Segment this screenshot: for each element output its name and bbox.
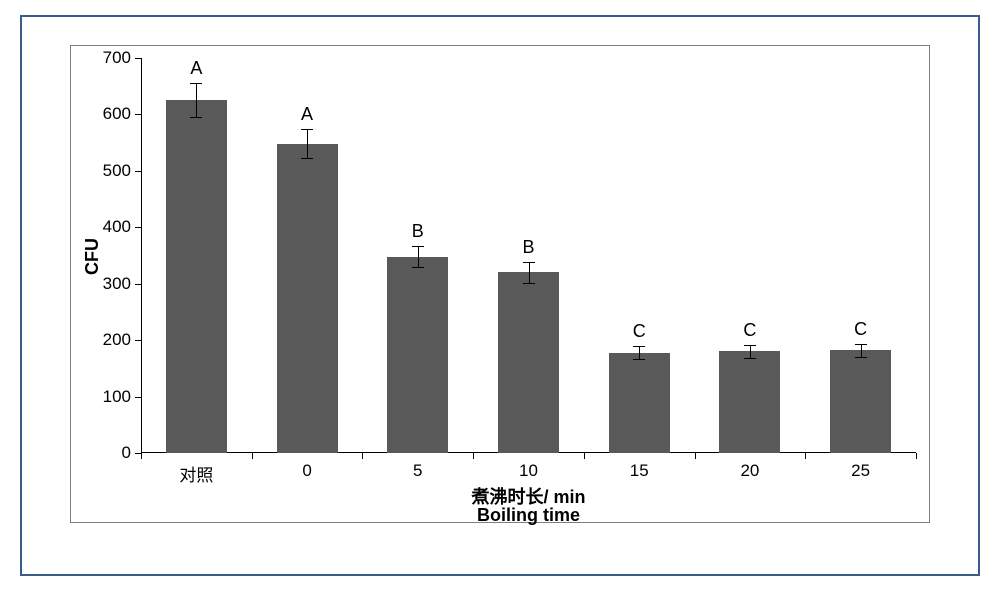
error-cap	[633, 359, 645, 360]
x-category-label: 0	[302, 461, 311, 481]
chart-outer-frame: A对照A0B5B10C15C20C25 CFU 煮沸时长/ min Boilin…	[20, 15, 980, 576]
y-tick-label: 600	[71, 104, 131, 124]
error-cap	[301, 129, 313, 130]
error-bar	[307, 129, 308, 158]
error-cap	[301, 158, 313, 159]
x-tick	[473, 453, 474, 459]
x-axis-title-en: Boiling time	[141, 505, 916, 526]
x-tick	[362, 453, 363, 459]
error-bar	[418, 246, 419, 266]
y-tick-label: 200	[71, 330, 131, 350]
significance-label: B	[412, 221, 424, 242]
x-tick	[584, 453, 585, 459]
x-tick	[252, 453, 253, 459]
y-tick	[135, 340, 141, 341]
error-cap	[523, 262, 535, 263]
significance-label: C	[854, 319, 867, 340]
y-tick-label: 0	[71, 443, 131, 463]
x-tick	[805, 453, 806, 459]
error-cap	[190, 83, 202, 84]
y-axis-line	[141, 58, 142, 453]
bar	[719, 351, 780, 453]
y-tick-label: 700	[71, 48, 131, 68]
y-tick-label: 300	[71, 274, 131, 294]
error-cap	[744, 358, 756, 359]
significance-label: B	[522, 237, 534, 258]
error-cap	[190, 117, 202, 118]
error-bar	[639, 346, 640, 360]
error-bar	[750, 345, 751, 359]
x-category-label: 25	[851, 461, 870, 481]
significance-label: A	[190, 58, 202, 79]
error-cap	[523, 283, 535, 284]
y-tick	[135, 58, 141, 59]
x-category-label: 15	[630, 461, 649, 481]
y-tick-label: 400	[71, 217, 131, 237]
error-cap	[412, 267, 424, 268]
y-tick	[135, 114, 141, 115]
y-axis-title: CFU	[82, 238, 103, 275]
error-cap	[412, 246, 424, 247]
bar	[166, 100, 227, 453]
error-bar	[196, 83, 197, 117]
x-category-label: 5	[413, 461, 422, 481]
y-tick	[135, 227, 141, 228]
y-tick	[135, 284, 141, 285]
y-tick	[135, 397, 141, 398]
plot-area: A对照A0B5B10C15C20C25	[141, 58, 916, 453]
significance-label: C	[633, 321, 646, 342]
x-tick	[695, 453, 696, 459]
error-cap	[855, 357, 867, 358]
error-bar	[529, 262, 530, 282]
significance-label: C	[743, 320, 756, 341]
y-tick-label: 100	[71, 387, 131, 407]
bar	[498, 272, 559, 453]
bar	[387, 257, 448, 453]
x-tick	[916, 453, 917, 459]
x-category-label: 20	[740, 461, 759, 481]
chart-inner-frame: A对照A0B5B10C15C20C25 CFU 煮沸时长/ min Boilin…	[70, 45, 930, 523]
bar	[830, 350, 891, 453]
error-cap	[855, 344, 867, 345]
error-cap	[744, 345, 756, 346]
x-tick	[141, 453, 142, 459]
bar	[277, 144, 338, 453]
error-bar	[861, 344, 862, 358]
bar	[609, 353, 670, 453]
y-tick-label: 500	[71, 161, 131, 181]
y-tick	[135, 171, 141, 172]
error-cap	[633, 346, 645, 347]
x-category-label: 10	[519, 461, 538, 481]
significance-label: A	[301, 104, 313, 125]
